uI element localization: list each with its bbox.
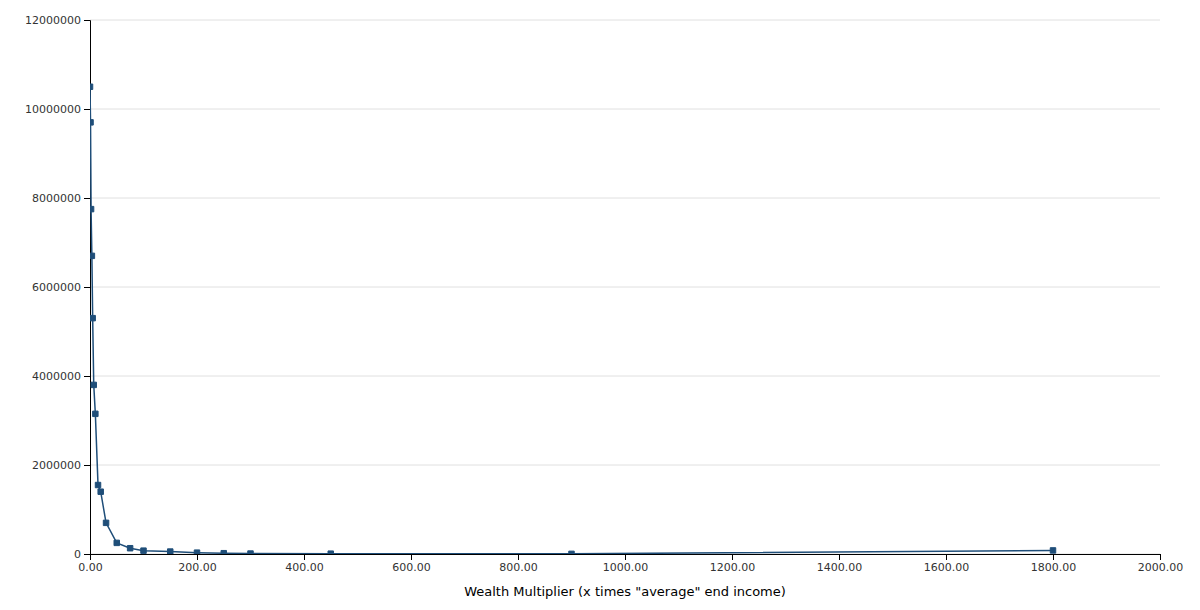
marker	[103, 520, 108, 525]
marker	[168, 549, 173, 554]
marker	[91, 382, 96, 387]
x-tick: 1200.00	[710, 554, 756, 574]
x-tick: 0.00	[78, 554, 103, 574]
tick-label: 12000000	[25, 14, 81, 27]
marker	[194, 550, 199, 554]
y-tick: 6000000	[32, 281, 90, 294]
marker	[141, 548, 146, 553]
marker	[90, 206, 94, 211]
x-tick: 200.00	[178, 554, 217, 574]
grid-line	[90, 465, 1160, 466]
x-tick: 800.00	[499, 554, 538, 574]
marker	[221, 550, 226, 554]
y-tick: 12000000	[25, 14, 90, 27]
series	[90, 84, 1056, 554]
tick-label: 1000.00	[603, 561, 649, 574]
marker	[127, 545, 132, 550]
tick-mark	[84, 554, 90, 555]
x-tick: 1400.00	[817, 554, 863, 574]
y-tick: 10000000	[25, 103, 90, 116]
y-tick: 8000000	[32, 192, 90, 205]
x-tick: 1000.00	[603, 554, 649, 574]
grid-line	[90, 109, 1160, 110]
x-tick: 2000.00	[1138, 554, 1184, 574]
grid-line	[90, 198, 1160, 199]
tick-label: 10000000	[25, 103, 81, 116]
tick-mark	[839, 554, 840, 560]
marker	[90, 315, 95, 320]
tick-mark	[197, 554, 198, 560]
tick-label: 1600.00	[924, 561, 970, 574]
tick-mark	[946, 554, 947, 560]
tick-mark	[411, 554, 412, 560]
y-tick: 2000000	[32, 459, 90, 472]
marker	[248, 551, 253, 554]
x-tick: 1800.00	[1031, 554, 1077, 574]
tick-label: 200.00	[178, 561, 217, 574]
marker	[95, 482, 100, 487]
tick-label: 4000000	[32, 370, 81, 383]
tick-mark	[84, 287, 90, 288]
tick-label: 8000000	[32, 192, 81, 205]
tick-label: 0.00	[78, 561, 103, 574]
marker	[90, 120, 93, 125]
line	[90, 87, 1053, 554]
tick-mark	[1160, 554, 1161, 560]
tick-mark	[84, 465, 90, 466]
chart: 0.00 200.00 400.00 600.00 800.00 1000.00 1200.…	[0, 0, 1200, 610]
marker	[93, 411, 98, 416]
x-axis-title: Wealth Multiplier (x times "average" end…	[464, 584, 786, 599]
tick-label: 600.00	[392, 561, 431, 574]
marker	[114, 540, 119, 545]
tick-label: 0	[74, 548, 81, 561]
tick-label: 1200.00	[710, 561, 756, 574]
x-axis: 0.00 200.00 400.00 600.00 800.00 1000.00 1200.…	[78, 554, 1183, 574]
tick-mark	[84, 376, 90, 377]
tick-label: 400.00	[285, 561, 324, 574]
tick-mark	[732, 554, 733, 560]
marker	[1050, 548, 1055, 553]
plot-area: 0.00 200.00 400.00 600.00 800.00 1000.00 1200.…	[25, 14, 1183, 574]
marker	[90, 84, 93, 89]
marker	[569, 551, 574, 554]
y-tick: 0	[74, 548, 90, 561]
tick-label: 800.00	[499, 561, 538, 574]
tick-mark	[1053, 554, 1054, 560]
grid-line	[90, 376, 1160, 377]
tick-label: 1400.00	[817, 561, 863, 574]
x-tick: 400.00	[285, 554, 324, 574]
tick-mark	[84, 109, 90, 110]
marker	[98, 489, 103, 494]
tick-label: 2000000	[32, 459, 81, 472]
grid-line	[90, 287, 1160, 288]
marker	[328, 551, 333, 554]
tick-mark	[304, 554, 305, 560]
x-tick: 1600.00	[924, 554, 970, 574]
tick-label: 2000.00	[1138, 561, 1184, 574]
tick-mark	[518, 554, 519, 560]
axis-line	[84, 21, 91, 555]
tick-label: 6000000	[32, 281, 81, 294]
x-tick: 600.00	[392, 554, 431, 574]
grid	[90, 20, 1160, 554]
marker	[90, 253, 95, 258]
tick-label: 1800.00	[1031, 561, 1077, 574]
tick-mark	[625, 554, 626, 560]
grid-line	[90, 20, 1160, 21]
y-tick: 4000000	[32, 370, 90, 383]
y-axis: 0 2000000 4000000 6000000 8000000 10000000 120…	[25, 14, 91, 561]
tick-mark	[84, 198, 90, 199]
axis-line	[91, 555, 1161, 561]
tick-mark	[84, 20, 90, 21]
